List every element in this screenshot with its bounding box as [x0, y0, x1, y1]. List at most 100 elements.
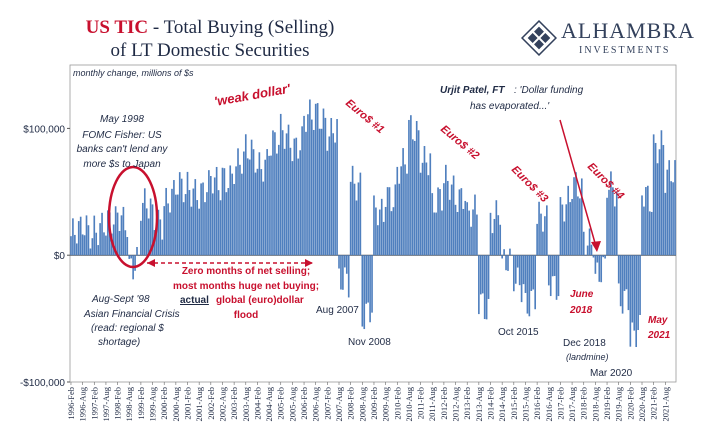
annotation: Aug-Sept '98 — [91, 294, 150, 305]
bar — [619, 255, 622, 307]
bar — [301, 126, 303, 256]
bar — [256, 168, 259, 256]
bar — [481, 255, 484, 294]
bar — [342, 255, 344, 290]
bar — [596, 255, 599, 263]
x-tick-label: 2018-Aug — [590, 386, 600, 421]
x-tick-label: 2008-Feb — [346, 387, 356, 420]
bar — [295, 137, 298, 256]
bar — [637, 255, 639, 331]
bar — [511, 254, 513, 256]
bar — [262, 181, 265, 256]
bar — [235, 166, 237, 256]
x-tick-label: 2014-Aug — [497, 386, 507, 421]
bar — [413, 140, 416, 256]
bar — [180, 178, 183, 256]
bar — [233, 184, 235, 256]
flood-arrow-head-left — [147, 259, 155, 267]
bar — [493, 218, 496, 256]
bar — [468, 210, 470, 256]
bar — [215, 166, 218, 256]
bar — [582, 231, 585, 256]
bar — [155, 229, 158, 256]
bar — [314, 103, 317, 256]
bar — [487, 255, 490, 299]
bar — [165, 187, 167, 256]
bar — [81, 234, 84, 256]
bar — [163, 206, 166, 256]
bar — [336, 119, 338, 256]
x-tick-label: 2003-Feb — [229, 387, 239, 420]
bar — [443, 183, 445, 256]
x-tick-label: 1998-Aug — [124, 386, 134, 421]
bar — [565, 204, 568, 256]
highlight-ellipse — [107, 165, 159, 269]
bar — [74, 234, 76, 256]
bar — [204, 202, 206, 256]
bar — [445, 164, 447, 256]
bar — [70, 236, 72, 256]
annotation: Mar 2020 — [590, 368, 633, 379]
bar — [452, 175, 455, 256]
bar — [524, 255, 527, 293]
chart-subtitle: monthly change, millions of $s — [73, 68, 194, 78]
bar — [338, 255, 340, 269]
bar — [274, 132, 276, 256]
bar — [633, 255, 636, 331]
x-tick-label: 2002-Aug — [217, 386, 227, 421]
patel-arrow-head — [591, 241, 601, 252]
bar — [252, 149, 255, 256]
bar — [277, 144, 280, 256]
bar — [462, 208, 465, 256]
x-tick-label: 2010-Feb — [392, 387, 402, 420]
bar — [522, 255, 525, 285]
bar — [344, 255, 346, 268]
bar — [485, 255, 488, 320]
bar — [268, 155, 270, 256]
bar — [647, 185, 649, 256]
x-tick-label: 2005-Aug — [287, 386, 297, 421]
bar — [501, 255, 503, 259]
annotation: Euro$ #1 — [343, 97, 386, 136]
bar — [460, 188, 463, 256]
bar — [188, 190, 191, 256]
bar — [586, 245, 589, 256]
bar — [584, 255, 587, 256]
bar — [211, 193, 214, 256]
bar — [555, 255, 558, 300]
bar — [514, 255, 517, 284]
x-tick-label: 1998-Feb — [113, 387, 123, 420]
bar — [567, 185, 570, 256]
bar — [386, 187, 389, 256]
bar — [270, 155, 272, 256]
x-tick-label: 1997-Feb — [89, 387, 99, 420]
x-tick-label: 2002-Feb — [206, 387, 216, 420]
bar — [206, 192, 208, 256]
bar — [241, 173, 243, 256]
bar — [454, 204, 457, 256]
x-tick-label: 2013-Feb — [462, 387, 472, 420]
bar — [297, 158, 300, 256]
bar — [186, 171, 189, 256]
bar — [429, 153, 432, 256]
y-tick-label: $0 — [54, 251, 66, 262]
bar — [194, 179, 197, 256]
bar — [175, 194, 177, 256]
bar — [577, 196, 579, 256]
annotation: more $s to Japan — [83, 159, 161, 170]
annotation: Euro$ #3 — [509, 164, 550, 205]
annotation: most months huge net buying; — [173, 281, 319, 292]
x-tick-label: 2007-Aug — [334, 386, 344, 421]
bar — [658, 149, 661, 256]
bar — [107, 210, 109, 256]
annotation: Nov 2008 — [348, 337, 391, 348]
bar — [124, 230, 127, 256]
bar — [518, 255, 521, 286]
chart-title: US TIC - Total Buying (Selling) of LT Do… — [60, 16, 360, 62]
bar — [536, 223, 538, 256]
bar — [575, 172, 577, 256]
bar — [324, 117, 327, 256]
bar — [660, 130, 663, 256]
x-tick-label: 2021-Feb — [649, 387, 659, 420]
bar — [425, 162, 428, 256]
